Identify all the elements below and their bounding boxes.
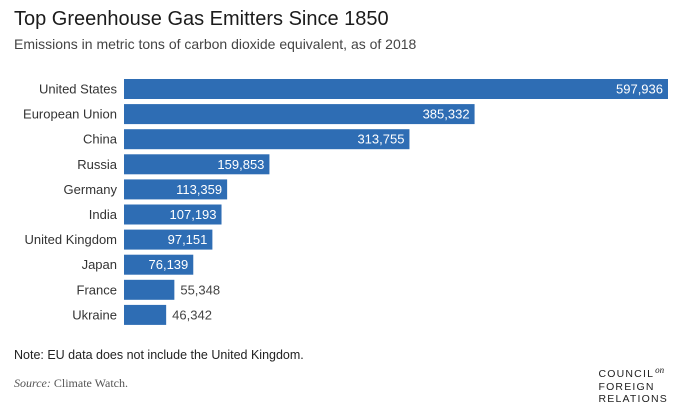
- value-label: 46,342: [172, 307, 212, 322]
- value-label: 113,359: [176, 182, 222, 197]
- category-label: Ukraine: [72, 307, 117, 322]
- value-label: 76,139: [149, 257, 189, 272]
- logo-on: on: [655, 365, 665, 375]
- value-label: 97,151: [168, 232, 208, 247]
- bar: [124, 254, 194, 275]
- source-text: Climate Watch.: [53, 376, 129, 390]
- chart-subtitle: Emissions in metric tons of carbon dioxi…: [14, 36, 417, 52]
- category-label: France: [77, 282, 117, 297]
- value-label: 313,755: [357, 132, 404, 147]
- category-label: India: [89, 207, 118, 222]
- category-label: China: [83, 132, 118, 147]
- category-label: Germany: [64, 182, 118, 197]
- logo-line-council: COUNCIL: [598, 368, 655, 380]
- value-label: 385,332: [423, 107, 470, 122]
- value-label: 159,853: [217, 157, 264, 172]
- source-line: Source: Climate Watch.: [14, 376, 128, 391]
- footnote: Note: EU data does not include the Unite…: [14, 348, 304, 362]
- category-label: United Kingdom: [25, 232, 118, 247]
- bar: [124, 279, 175, 300]
- value-label: 107,193: [170, 207, 217, 222]
- bar: [124, 204, 222, 225]
- bar: [124, 179, 228, 200]
- source-label: Source:: [14, 376, 51, 390]
- bar: [124, 304, 167, 325]
- category-label: United States: [39, 82, 118, 97]
- category-label: Japan: [82, 257, 117, 272]
- value-label: 55,348: [180, 282, 220, 297]
- category-label: European Union: [23, 107, 117, 122]
- bar: [124, 229, 213, 250]
- cfr-logo: COUNCILon FOREIGN RELATIONS: [598, 364, 668, 406]
- bar: [124, 104, 475, 125]
- logo-line-foreign: FOREIGN: [598, 380, 655, 393]
- bar: [124, 154, 270, 175]
- chart-title: Top Greenhouse Gas Emitters Since 1850: [14, 8, 389, 30]
- logo-line-relations: RELATIONS: [598, 393, 668, 405]
- category-label: Russia: [77, 157, 118, 172]
- bar: [124, 129, 410, 150]
- value-label: 597,936: [616, 82, 663, 97]
- bar: [124, 79, 668, 99]
